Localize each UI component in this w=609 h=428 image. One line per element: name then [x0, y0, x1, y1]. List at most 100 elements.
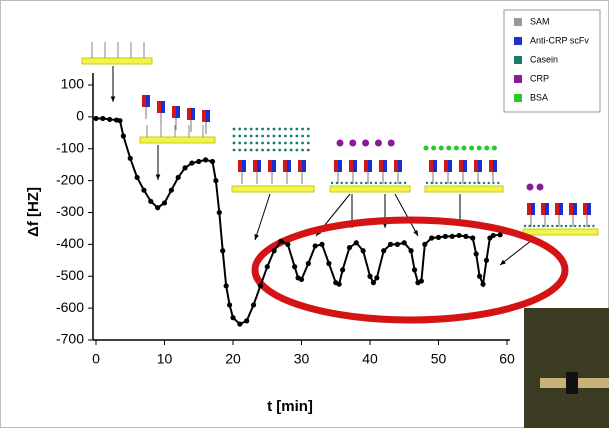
antibody: [493, 160, 497, 172]
surface: [231, 185, 315, 193]
photo-detail: [566, 372, 578, 394]
molecule: [284, 134, 287, 138]
data-point: [456, 232, 462, 239]
molecule: [459, 181, 462, 185]
antibody: [583, 203, 587, 215]
surface: [329, 185, 411, 193]
molecule: [355, 181, 358, 185]
molecule: [573, 224, 577, 228]
data-point: [223, 283, 229, 289]
molecule: [232, 127, 236, 131]
molecule: [284, 141, 287, 145]
data-point: [370, 280, 377, 286]
molecule: [238, 134, 242, 138]
x-tick-label: 60: [499, 351, 515, 367]
legend-label: Casein: [530, 54, 558, 64]
molecule: [364, 181, 368, 185]
y-tick-label: -700: [56, 331, 84, 347]
molecule: [261, 134, 264, 138]
molecule: [249, 134, 253, 138]
molecule: [431, 145, 437, 151]
data-point: [411, 267, 418, 273]
molecule: [473, 181, 476, 185]
molecule: [238, 141, 242, 145]
antibody: [573, 203, 577, 215]
molecule: [578, 224, 581, 228]
antibody: [161, 101, 165, 113]
molecule: [487, 181, 490, 185]
x-tick-label: 30: [294, 351, 310, 367]
x-axis-title: t [min]: [267, 398, 313, 415]
data-point: [93, 115, 99, 122]
antibody: [527, 203, 531, 215]
molecule: [266, 141, 270, 145]
antibody: [383, 160, 387, 172]
molecule: [301, 134, 304, 138]
molecule: [349, 139, 357, 147]
antibody: [394, 160, 398, 172]
data-point: [203, 157, 209, 163]
antibody: [253, 160, 257, 172]
molecule: [374, 181, 378, 185]
data-point: [220, 248, 226, 254]
molecule: [278, 148, 282, 152]
molecule: [306, 148, 310, 152]
y-tick-label: 100: [61, 76, 85, 92]
molecule: [528, 224, 531, 228]
molecule: [284, 148, 287, 152]
antibody: [283, 160, 287, 172]
antibody: [463, 160, 467, 172]
molecule: [379, 181, 382, 185]
antibody: [334, 160, 338, 172]
molecule: [261, 127, 264, 131]
data-point: [429, 235, 435, 241]
molecule: [454, 181, 457, 185]
data-point: [168, 187, 174, 193]
data-point: [257, 283, 263, 289]
molecule: [403, 181, 407, 185]
data-point: [367, 273, 373, 279]
molecule: [560, 224, 563, 228]
molecule: [255, 141, 259, 145]
data-point: [264, 264, 270, 270]
antibody: [478, 160, 482, 172]
data-point: [250, 302, 257, 308]
molecule: [360, 181, 363, 185]
molecule: [244, 134, 247, 138]
data-point: [346, 244, 353, 251]
illustrations: [81, 42, 599, 266]
data-point: [326, 260, 332, 267]
molecule: [592, 224, 595, 228]
data-point: [298, 276, 305, 283]
y-tick-label: -300: [56, 203, 84, 219]
legend-swatch: [514, 94, 522, 102]
molecule: [399, 181, 402, 185]
molecule: [523, 224, 527, 228]
data-point: [213, 178, 219, 184]
molecule: [468, 181, 471, 185]
molecule: [423, 145, 429, 151]
data-point: [216, 209, 222, 216]
molecule: [289, 134, 293, 138]
molecule: [564, 224, 568, 228]
molecule: [261, 148, 264, 152]
molecule: [289, 141, 293, 145]
molecule: [536, 183, 544, 191]
data-point: [477, 273, 483, 279]
molecule: [232, 141, 236, 145]
data-point: [319, 241, 325, 247]
antibody: [242, 160, 246, 172]
molecule: [335, 181, 339, 185]
molecule: [289, 127, 293, 131]
arrow-head: [155, 174, 161, 180]
highlight-ellipse: [251, 216, 569, 324]
molecule: [272, 141, 276, 145]
legend-label: CRP: [530, 73, 549, 83]
molecule: [261, 141, 264, 145]
antibody: [368, 160, 372, 172]
molecule: [295, 127, 299, 131]
molecule: [272, 127, 276, 131]
molecule: [249, 141, 253, 145]
molecule: [345, 181, 348, 185]
arrow: [499, 239, 533, 266]
